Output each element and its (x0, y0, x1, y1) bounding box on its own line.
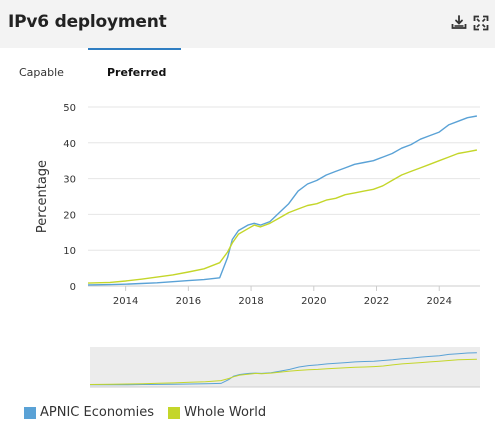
series-line-world (87, 149, 478, 284)
legend-label-apnic: APNIC Economies (40, 405, 155, 420)
legend: APNIC Economies Whole World (24, 405, 280, 420)
y-tick-label: 30 (63, 175, 76, 186)
grid-lines (88, 106, 480, 287)
download-icon[interactable] (451, 15, 467, 31)
y-tick-label: 50 (63, 103, 76, 114)
widget-title: IPv6 deployment (8, 12, 167, 32)
widget-header: IPv6 deployment (0, 0, 495, 48)
y-tick-label: 40 (63, 139, 76, 150)
series-lines (87, 115, 478, 286)
x-tick-label: 2016 (176, 296, 201, 307)
fullscreen-icon[interactable] (473, 15, 489, 31)
y-axis-label: Percentage (35, 160, 50, 233)
x-tick-label: 2022 (364, 296, 389, 307)
x-tick-label: 2014 (113, 296, 138, 307)
x-tick-label: 2024 (427, 296, 452, 307)
line-chart: 0 10 20 30 40 50 2014 2016 2018 2020 2022 2024 Per… (35, 103, 480, 388)
x-tick-label: 2018 (238, 296, 263, 307)
navigator-series-world (89, 358, 477, 385)
x-axis-ticks: 2014 2016 2018 2020 2022 2024 (88, 285, 480, 307)
tab-bar: Capable Preferred (0, 48, 495, 92)
y-tick-label: 0 (70, 282, 76, 293)
navigator-series-apnic (89, 352, 477, 386)
legend-swatch-world (168, 406, 181, 419)
legend-label-world: Whole World (184, 405, 267, 420)
x-tick-label: 2020 (301, 296, 326, 307)
tab-preferred[interactable]: Preferred (107, 66, 167, 79)
legend-item-world[interactable]: Whole World (168, 405, 266, 420)
legend-item-apnic[interactable]: APNIC Economies (24, 405, 154, 420)
y-tick-label: 10 (63, 246, 76, 257)
legend-swatch-apnic (24, 406, 36, 419)
y-tick-label: 20 (63, 210, 76, 221)
active-tab-indicator (88, 48, 181, 50)
tab-capable[interactable]: Capable (19, 66, 64, 79)
navigator-selection[interactable] (90, 347, 480, 387)
navigator[interactable] (89, 347, 480, 388)
y-axis-ticks: 0 10 20 30 40 50 (63, 103, 76, 293)
series-line-apnic (87, 115, 478, 286)
header-actions (451, 15, 489, 31)
